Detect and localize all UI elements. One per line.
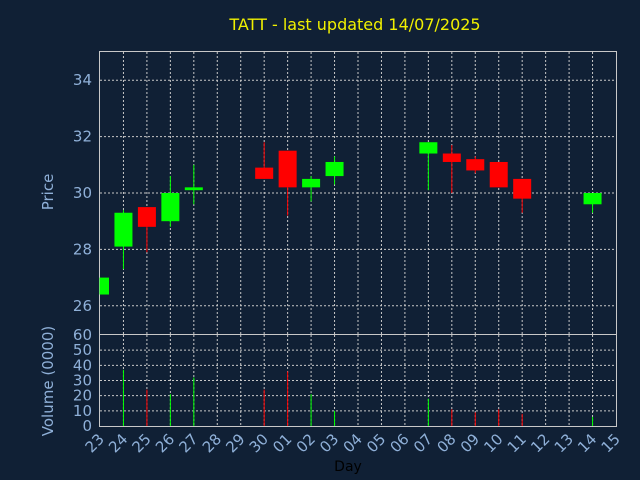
volume-tick-label: 30: [73, 372, 92, 390]
candle-body: [114, 212, 133, 247]
volume-tick-label: 10: [73, 402, 92, 420]
x-tick-label: 03: [316, 430, 342, 456]
candle-body: [419, 142, 438, 154]
candle-body: [278, 150, 297, 188]
candle: [278, 150, 297, 216]
price-axis-label: Price: [39, 174, 57, 211]
x-tick-label: 13: [551, 430, 577, 456]
candle: [442, 145, 461, 193]
x-tick-label: 25: [129, 430, 155, 456]
volume-axis-label: Volume (0000): [39, 326, 57, 436]
x-tick-label: 11: [504, 430, 530, 456]
candle-body: [255, 167, 274, 179]
price-tick-label: 32: [73, 128, 92, 146]
x-tick-label: 02: [293, 430, 319, 456]
price-tick-label: 26: [73, 297, 92, 315]
candle: [466, 156, 485, 174]
candle: [184, 164, 203, 205]
x-tick-label: 08: [433, 430, 459, 456]
x-tick-label: 30: [246, 430, 272, 456]
chart-title: TATT - last updated 14/07/2025: [228, 15, 480, 34]
volume-grid: [100, 335, 616, 426]
price-tick-label: 28: [73, 240, 92, 258]
candle: [302, 176, 321, 202]
volume-panel-frame: [99, 334, 617, 427]
candle: [255, 142, 274, 179]
x-tick-label: 04: [340, 430, 366, 456]
x-tick-label: 27: [175, 430, 201, 456]
candle: [325, 156, 344, 185]
candle-body: [184, 187, 203, 191]
candle-body: [325, 161, 344, 177]
candle: [583, 193, 602, 213]
x-tick-label: 07: [410, 430, 436, 456]
candle-body: [442, 153, 461, 162]
volume-tick-label: 0: [82, 417, 92, 435]
candle-body: [302, 178, 321, 188]
volume-tick-label: 40: [73, 356, 92, 374]
candle-body: [161, 193, 180, 222]
price-tick-label: 30: [73, 184, 92, 202]
x-tick-label: 15: [598, 430, 624, 456]
candle: [114, 209, 133, 270]
candles: [99, 142, 602, 295]
candle: [99, 277, 109, 295]
x-tick-label: 12: [527, 430, 553, 456]
volume-tick-label: 20: [73, 387, 92, 405]
volume-tick-label: 60: [73, 326, 92, 344]
candle-body: [100, 277, 109, 295]
x-tick-label: 10: [480, 430, 506, 456]
x-tick-label: 26: [152, 430, 178, 456]
x-tick-label: 06: [387, 430, 413, 456]
candle-body: [489, 161, 508, 188]
x-axis-label: Day: [334, 459, 362, 475]
candle: [137, 207, 156, 253]
candle: [489, 161, 508, 188]
candle: [161, 176, 180, 227]
x-tick-label: 05: [363, 430, 389, 456]
x-tick-label: 14: [574, 430, 600, 456]
price-y-ticks: 26 28 30 32 34: [73, 71, 92, 315]
candle-body: [466, 159, 485, 171]
x-tick-label: 09: [457, 430, 483, 456]
volume-tick-label: 50: [73, 341, 92, 359]
x-tick-label: 28: [199, 430, 225, 456]
x-tick-label: 29: [222, 430, 248, 456]
candle-body: [137, 207, 156, 227]
x-ticks: 2324252627282930010203040506070809101112…: [82, 430, 624, 456]
candle: [513, 178, 532, 213]
volume-bars: [122, 369, 594, 426]
x-tick-label: 01: [269, 430, 295, 456]
price-tick-label: 34: [73, 71, 92, 89]
candle-body: [513, 178, 532, 199]
candle: [419, 142, 438, 191]
x-tick-label: 24: [105, 430, 131, 456]
candle-body: [583, 193, 602, 205]
